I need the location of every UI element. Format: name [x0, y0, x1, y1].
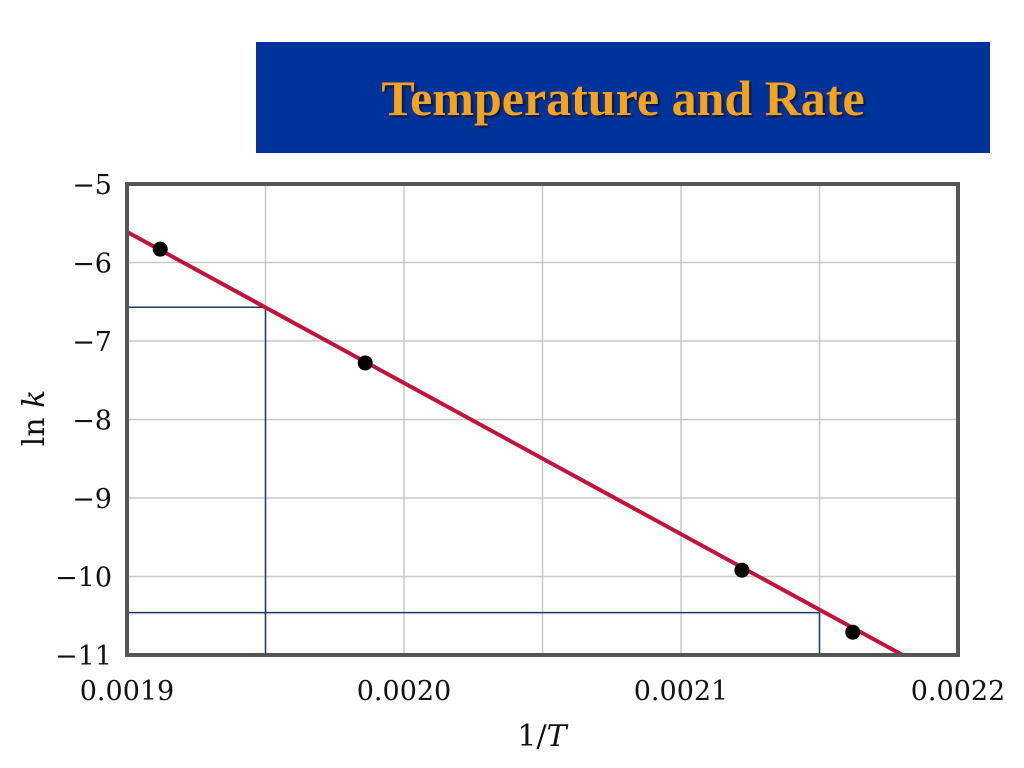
- slide-title: Temperature and Rate: [381, 69, 865, 126]
- data-point: [734, 562, 750, 578]
- data-points: [152, 241, 861, 640]
- y-tick-label: −5: [72, 170, 112, 201]
- y-tick-label: −11: [55, 641, 112, 672]
- x-tick-label: 0.0019: [80, 676, 174, 707]
- reference-lines: [127, 306, 821, 655]
- title-banner: Temperature and Rate: [256, 42, 990, 153]
- y-tick-label: −8: [72, 406, 112, 437]
- y-axis-label: ln k: [17, 390, 52, 447]
- grid: [127, 184, 958, 655]
- data-point: [845, 624, 861, 640]
- y-tick-label: −10: [55, 563, 112, 594]
- plot-frame: [125, 182, 960, 657]
- x-tick-label: 0.0021: [634, 676, 728, 707]
- x-axis-label-var: T: [547, 719, 569, 754]
- x-axis-label-prefix: 1/: [517, 719, 547, 754]
- data-point: [357, 355, 373, 371]
- y-tick-label: −6: [72, 249, 112, 280]
- y-tick-label: −9: [72, 484, 112, 515]
- y-axis-label-prefix: ln: [17, 408, 52, 446]
- y-tick-label: −7: [72, 327, 112, 358]
- y-tick-labels: −5 −6 −7 −8 −9 −10 −11: [55, 170, 112, 672]
- x-axis-label: 1/T: [517, 719, 568, 754]
- data-point: [152, 241, 168, 257]
- x-tick-label: 0.0020: [357, 676, 451, 707]
- fit-line-group: [127, 230, 904, 655]
- y-axis-label-var: k: [17, 390, 52, 408]
- x-tick-labels: 0.0019 0.0020 0.0021 0.0022: [80, 676, 1005, 707]
- x-tick-label: 0.0022: [911, 676, 1005, 707]
- fit-line: [127, 230, 904, 655]
